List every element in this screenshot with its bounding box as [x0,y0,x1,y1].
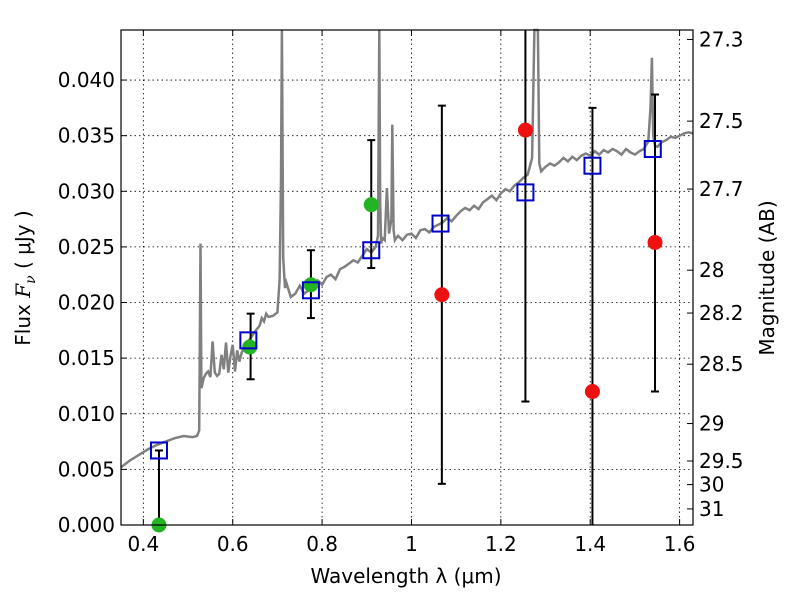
right-axis-label: Magnitude (AB) [755,200,779,355]
errorbar-layer [154,30,660,525]
y-axis-label-symbol: F [11,283,35,299]
model-flux-box [643,140,662,159]
x-tick-label: 0.6 [217,532,249,556]
magnitude-tick-label: 27.5 [699,109,744,133]
model-flux-box [431,214,450,233]
model-flux-box [149,441,168,460]
x-tick-label: 1.4 [574,532,606,556]
y-tick-label: 0.000 [58,513,115,537]
x-axis-label: Wavelength λ (μm) [310,564,501,588]
magnitude-tick-label: 28.5 [699,352,744,376]
y-axis-label-suffix: ( μJy ) [11,210,35,275]
x-tick-label: 0.8 [306,532,338,556]
magnitude-tick-label: 28.2 [699,301,744,325]
y-tick-label: 0.020 [58,291,115,315]
nondetection-point [517,122,533,138]
tick-layer [121,30,693,526]
x-tick-label: 1.2 [485,532,517,556]
nondetection-point [584,384,600,400]
y-tick-label: 0.035 [58,124,115,148]
detection-point [242,339,258,355]
magnitude-tick-label: 27.7 [699,177,744,201]
model-flux-box [583,156,602,175]
error-bar [588,106,597,525]
y-tick-label: 0.040 [58,68,115,92]
y-tick-label: 0.030 [58,179,115,203]
y-axis-label-prefix: Flux [11,298,35,346]
nondetection-point [434,287,450,303]
y-tick-label: 0.010 [58,402,115,426]
spectrum-line [120,28,694,469]
x-tick-label: 0.4 [127,532,159,556]
x-tick-label: 1.6 [664,532,696,556]
x-tick-label: 1 [405,532,418,556]
y-tick-labels: 0.000 0.005 0.010 0.015 0.020 0.025 0.030 0.035… [58,68,115,537]
y-tick-label: 0.015 [58,346,115,370]
model-flux-box [516,183,535,202]
model-box-layer [149,140,662,460]
y-tick-label: 0.025 [58,235,115,259]
y-axis-label-subscript: ν [23,275,39,284]
detection-point [363,197,379,213]
nondetection-point [647,234,663,250]
magnitude-tick-label: 30 [699,473,724,497]
plot-area [120,28,694,533]
y-axis-label: Flux Fν ( μJy ) [11,210,39,345]
x-tick-labels: 0.4 0.6 0.8 1 1.2 1.4 1.6 [127,532,695,556]
magnitude-tick-label: 27.3 [699,27,744,51]
magnitude-tick-label: 29.5 [699,449,744,473]
detection-layer [151,197,379,533]
error-bar [154,449,163,525]
y-tick-label: 0.005 [58,457,115,481]
magnitude-tick-label: 28 [699,258,724,282]
detection-point [303,277,319,293]
model-flux-box [301,281,320,300]
nondetection-layer [434,122,663,400]
magnitude-tick-label: 31 [699,497,724,521]
magnitude-tick-label: 29 [699,412,724,436]
model-flux-box [362,241,381,260]
grid-layer [121,30,693,526]
model-flux-box [239,331,258,350]
error-bar [521,30,530,403]
plot-frame [120,29,694,526]
